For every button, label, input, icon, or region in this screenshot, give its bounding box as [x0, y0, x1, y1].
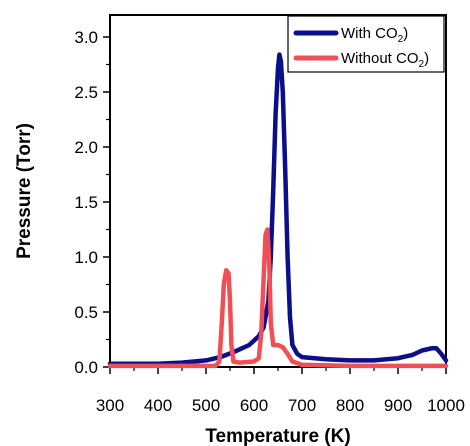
series-line-0	[107, 52, 449, 366]
legend-label-with-co2: With CO2)	[341, 25, 408, 45]
series-line-1	[107, 227, 449, 369]
x-tick-label: 300	[96, 396, 124, 415]
y-tick-label: 0.5	[74, 303, 98, 322]
y-tick-label: 1.0	[74, 248, 98, 267]
x-tick-label: 500	[192, 396, 220, 415]
x-tick-label: 600	[240, 396, 268, 415]
x-tick-label: 1000	[427, 396, 465, 415]
legend-label-without-co2: Without CO2)	[341, 50, 429, 70]
series-layer	[107, 52, 449, 369]
y-tick-label: 2.5	[74, 83, 98, 102]
x-tick-label: 800	[336, 396, 364, 415]
y-axis-title: Pressure (Torr)	[14, 123, 35, 259]
x-tick-label: 700	[288, 396, 316, 415]
y-tick-label: 0.0	[74, 358, 98, 377]
y-tick-label: 3.0	[74, 28, 98, 47]
x-tick-label: 400	[144, 396, 172, 415]
y-axis-ticks: 0.0 0.5 1.0 1.5 2.0 2.5 3.0	[74, 28, 110, 377]
y-tick-label: 2.0	[74, 138, 98, 157]
x-axis-ticks: 300 400 500 600 700 800 900 1000	[96, 367, 465, 415]
y-tick-label: 1.5	[74, 193, 98, 212]
x-tick-label: 900	[384, 396, 412, 415]
legend-box	[287, 15, 445, 73]
x-axis-title: Temperature (K)	[205, 426, 350, 446]
legend: With CO2) Without CO2)	[287, 15, 445, 73]
